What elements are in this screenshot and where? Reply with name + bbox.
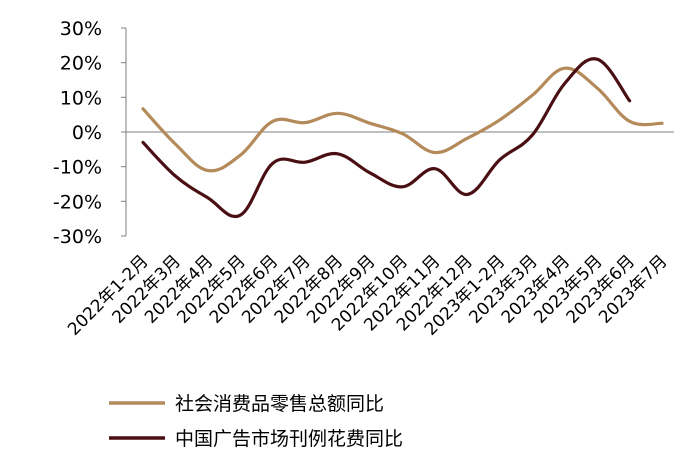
y-tick-label: 0%: [72, 122, 102, 144]
y-tick-label: -10%: [53, 157, 102, 179]
legend-label-2: 中国广告市场刊例花费同比: [175, 428, 403, 450]
series-line-2: [141, 57, 632, 219]
y-tick-label: 30%: [60, 18, 102, 40]
x-axis-ticks: 2022年1-2月2022年3月2022年4月2022年5月2022年6月202…: [64, 251, 671, 339]
y-tick-label: 20%: [60, 53, 102, 75]
series-line-1: [141, 66, 664, 173]
y-axis-ticks: 30% 20% 10% 0% -10% -20% -30%: [53, 18, 126, 248]
y-tick-label: -30%: [53, 226, 102, 248]
y-tick-label: -20%: [53, 191, 102, 213]
legend-label-1: 社会消费品零售总额同比: [175, 393, 384, 415]
series-lines: [141, 57, 664, 219]
y-tick-label: 10%: [60, 87, 102, 109]
